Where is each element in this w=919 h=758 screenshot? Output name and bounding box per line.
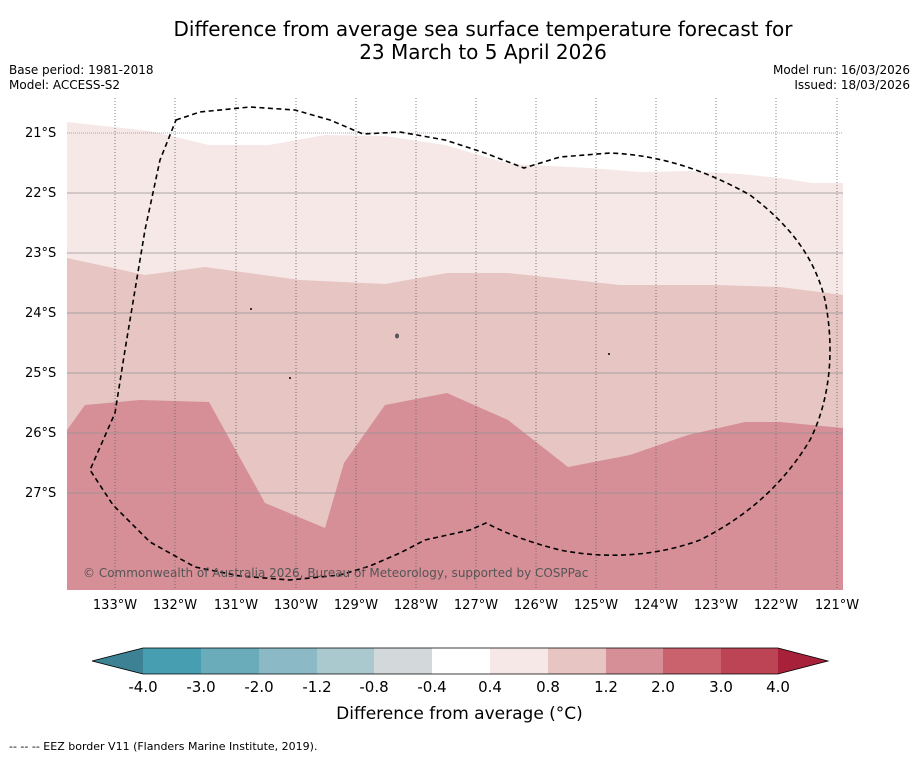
colorbar-segment: [374, 648, 432, 674]
base-period: Base period: 1981-2018: [9, 63, 154, 77]
lon-label: 130°W: [273, 598, 319, 613]
colorbar-tick-label: 0.8: [536, 678, 560, 696]
colorbar-segment: [201, 648, 259, 674]
lon-label: 129°W: [333, 598, 379, 613]
title-line-1: Difference from average sea surface temp…: [173, 17, 793, 41]
island-marker: [395, 333, 399, 339]
lon-label: 132°W: [152, 598, 198, 613]
colorbar-tick-label: -3.0: [186, 678, 216, 696]
lon-label: 122°W: [753, 598, 799, 613]
colorbar-extend-high: [778, 648, 828, 674]
colorbar-tick-label: 3.0: [709, 678, 733, 696]
lon-label: 125°W: [573, 598, 619, 613]
lat-label: 22°S: [25, 186, 57, 201]
eez-footnote: -- -- -- EEZ border V11 (Flanders Marine…: [9, 740, 318, 753]
colorbar-tick-label: 1.2: [594, 678, 618, 696]
lon-label: 131°W: [213, 598, 259, 613]
eez-border: [89, 106, 831, 581]
colorbar: [91, 647, 830, 675]
lon-label: 123°W: [693, 598, 739, 613]
lat-label: 25°S: [25, 366, 57, 381]
meta-left: Base period: 1981-2018 Model: ACCESS-S2: [9, 63, 154, 93]
colorbar-segment: [548, 648, 606, 674]
lon-label: 128°W: [393, 598, 439, 613]
colorbar-outline: [91, 647, 830, 675]
lon-label: 121°W: [814, 598, 860, 613]
title-line-2: 23 March to 5 April 2026: [359, 40, 607, 64]
colorbar-segment: [317, 648, 374, 674]
colorbar-tick-label: -2.0: [244, 678, 274, 696]
island-marker: [250, 308, 252, 310]
colorbar-segment: [259, 648, 317, 674]
colorbar-segment: [606, 648, 663, 674]
lon-label: 124°W: [633, 598, 679, 613]
map-area: © Commonwealth of Australia 2026, Bureau…: [67, 98, 843, 590]
colorbar-segment: [663, 648, 721, 674]
islands: [250, 308, 610, 379]
colorbar-extend-low: [92, 648, 143, 674]
lat-label: 24°S: [25, 306, 57, 321]
colorbar-tick-label: -1.2: [302, 678, 332, 696]
island-marker: [608, 353, 610, 355]
lon-label: 133°W: [92, 598, 138, 613]
island-marker: [289, 377, 291, 379]
lat-label: 23°S: [25, 246, 57, 261]
copyright-text: © Commonwealth of Australia 2026, Bureau…: [83, 566, 588, 580]
lon-label: 126°W: [513, 598, 559, 613]
map-background-above-data: [67, 98, 843, 183]
lon-label: 127°W: [453, 598, 499, 613]
meta-right: Model run: 16/03/2026 Issued: 18/03/2026: [773, 63, 910, 93]
colorbar-tick-label: 4.0: [766, 678, 790, 696]
colorbar-label: Difference from average (°C): [336, 704, 583, 724]
colorbar-tick-label: -0.8: [359, 678, 389, 696]
colorbar-tick-label: -0.4: [417, 678, 447, 696]
model-run: Model run: 16/03/2026: [772, 63, 910, 77]
colorbar-tick-label: -4.0: [128, 678, 158, 696]
longitude-gridlines: [114, 98, 838, 590]
colorbar-tick-label: 2.0: [651, 678, 675, 696]
colorbar-segment: [432, 648, 490, 674]
lat-label: 21°S: [25, 126, 57, 141]
model-name: Model: ACCESS-S2: [9, 78, 121, 92]
colorbar-segment: [143, 648, 201, 674]
chart-title: Difference from average sea surface temp…: [0, 18, 919, 64]
colorbar-segment: [721, 648, 778, 674]
lat-label: 27°S: [25, 486, 57, 501]
colorbar-tick-label: 0.4: [478, 678, 502, 696]
lat-label: 26°S: [25, 426, 57, 441]
issued-date: Issued: 18/03/2026: [794, 78, 910, 92]
latitude-gridlines: [67, 132, 843, 494]
colorbar-segment: [490, 648, 548, 674]
